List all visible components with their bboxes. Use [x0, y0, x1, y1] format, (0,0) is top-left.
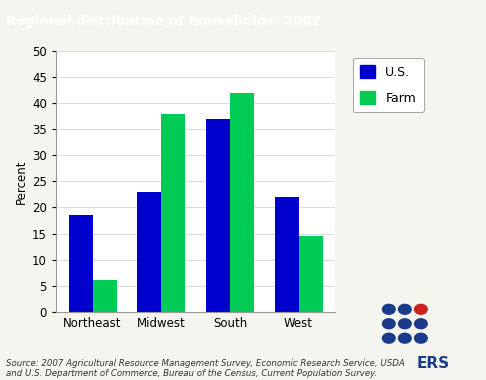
Bar	[275, 197, 298, 312]
Bar	[298, 236, 323, 312]
Legend: U.S., Farm: U.S., Farm	[353, 57, 423, 112]
Bar	[206, 119, 230, 312]
Bar	[230, 93, 254, 312]
Bar	[161, 114, 185, 312]
Text: ERS: ERS	[417, 356, 450, 370]
Bar	[69, 215, 93, 312]
Y-axis label: Percent: Percent	[15, 159, 28, 204]
Bar	[137, 192, 161, 312]
Text: Source: 2007 Agricultural Resource Management Survey, Economic Research Service,: Source: 2007 Agricultural Resource Manag…	[6, 359, 404, 378]
Text: Regional distribution of households, 2007: Regional distribution of households, 200…	[6, 16, 321, 28]
Bar	[93, 280, 117, 312]
